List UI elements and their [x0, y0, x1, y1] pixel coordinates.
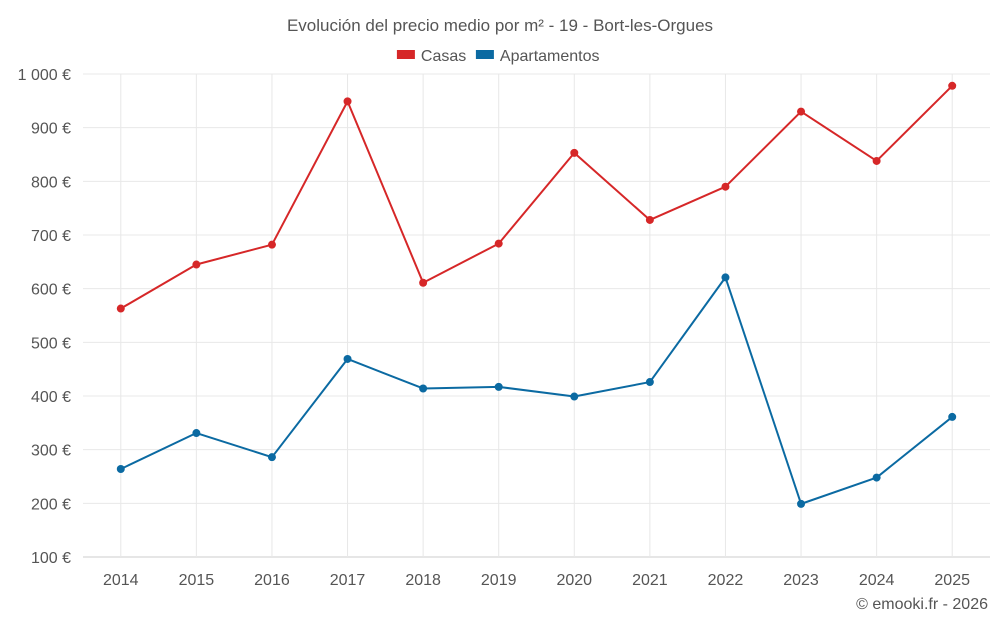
legend-label[interactable]: Casas	[421, 48, 466, 65]
y-tick-label: 600 €	[31, 282, 71, 299]
data-point-apartamentos[interactable]	[343, 354, 352, 363]
data-point-casas[interactable]	[494, 239, 503, 248]
data-point-apartamentos[interactable]	[494, 382, 503, 391]
x-tick-label: 2017	[330, 572, 366, 589]
credit-text: © emooki.fr - 2026	[856, 596, 988, 613]
y-tick-label: 800 €	[31, 174, 71, 191]
data-point-casas[interactable]	[570, 148, 579, 157]
data-point-apartamentos[interactable]	[645, 378, 654, 387]
y-tick-label: 400 €	[31, 389, 71, 406]
y-tick-label: 200 €	[31, 496, 71, 513]
data-point-apartamentos[interactable]	[419, 384, 428, 393]
chart-title: Evolución del precio medio por m² - 19 -…	[287, 16, 713, 35]
data-point-apartamentos[interactable]	[872, 473, 881, 482]
data-point-casas[interactable]	[721, 182, 730, 191]
data-point-casas[interactable]	[797, 107, 806, 116]
data-point-casas[interactable]	[343, 97, 352, 106]
x-tick-label: 2014	[103, 572, 139, 589]
x-tick-label: 2015	[179, 572, 215, 589]
y-tick-label: 300 €	[31, 443, 71, 460]
x-tick-label: 2024	[859, 572, 895, 589]
series-line-apartamentos	[120, 276, 953, 505]
data-point-casas[interactable]	[192, 260, 201, 269]
series-line-casas	[120, 85, 953, 310]
data-point-casas[interactable]	[267, 240, 276, 249]
x-tick-label: 2018	[405, 572, 441, 589]
data-point-casas[interactable]	[419, 278, 428, 287]
y-tick-label: 500 €	[31, 335, 71, 352]
data-point-apartamentos[interactable]	[948, 412, 957, 421]
data-point-apartamentos[interactable]	[721, 273, 730, 282]
data-point-apartamentos[interactable]	[570, 392, 579, 401]
x-tick-label: 2016	[254, 572, 290, 589]
grid	[83, 73, 990, 558]
data-point-casas[interactable]	[872, 156, 881, 165]
series	[116, 81, 957, 508]
data-point-apartamentos[interactable]	[797, 499, 806, 508]
x-tick-label: 2025	[934, 572, 970, 589]
data-point-casas[interactable]	[116, 304, 125, 313]
x-tick-label: 2020	[556, 572, 592, 589]
data-point-apartamentos[interactable]	[192, 429, 201, 438]
y-tick-label: 1 000 €	[18, 67, 71, 84]
y-tick-label: 700 €	[31, 228, 71, 245]
legend-swatch[interactable]	[396, 50, 415, 59]
data-point-apartamentos[interactable]	[267, 453, 276, 462]
legend-swatch[interactable]	[475, 50, 494, 59]
data-point-casas[interactable]	[645, 215, 654, 224]
y-tick-label: 100 €	[31, 550, 71, 567]
y-tick-label: 900 €	[31, 121, 71, 138]
x-tick-label: 2019	[481, 572, 517, 589]
x-tick-label: 2021	[632, 572, 668, 589]
legend-label[interactable]: Apartamentos	[500, 48, 600, 65]
x-tick-label: 2023	[783, 572, 819, 589]
data-point-casas[interactable]	[948, 81, 957, 90]
data-point-apartamentos[interactable]	[116, 464, 125, 473]
axes: 100 € 200 € 300 € 400 € 500 € 600 € 700 € 800 €…	[18, 67, 970, 589]
legend: Casas Apartamentos	[396, 48, 600, 65]
x-tick-label: 2022	[708, 572, 744, 589]
